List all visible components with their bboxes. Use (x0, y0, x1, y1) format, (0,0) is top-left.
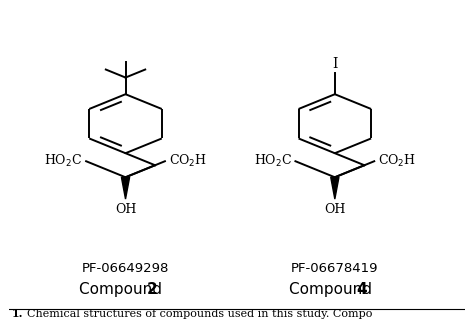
Text: HO$_2$C: HO$_2$C (45, 153, 82, 169)
Text: 1.: 1. (12, 308, 23, 319)
Text: OH: OH (115, 203, 136, 216)
Text: Compound: Compound (79, 282, 167, 297)
Text: I: I (332, 57, 337, 71)
Polygon shape (331, 177, 339, 199)
Text: PF-06678419: PF-06678419 (291, 262, 379, 275)
Text: HO$_2$C: HO$_2$C (254, 153, 292, 169)
Text: 2: 2 (146, 282, 157, 297)
Text: 4: 4 (356, 282, 366, 297)
Text: PF-06649298: PF-06649298 (82, 262, 169, 275)
Polygon shape (121, 177, 129, 199)
Text: CO$_2$H: CO$_2$H (378, 153, 416, 169)
Text: Chemical structures of compounds used in this study. Compo: Chemical structures of compounds used in… (27, 309, 372, 319)
Text: CO$_2$H: CO$_2$H (169, 153, 207, 169)
Text: OH: OH (324, 203, 346, 216)
Text: Compound: Compound (289, 282, 376, 297)
